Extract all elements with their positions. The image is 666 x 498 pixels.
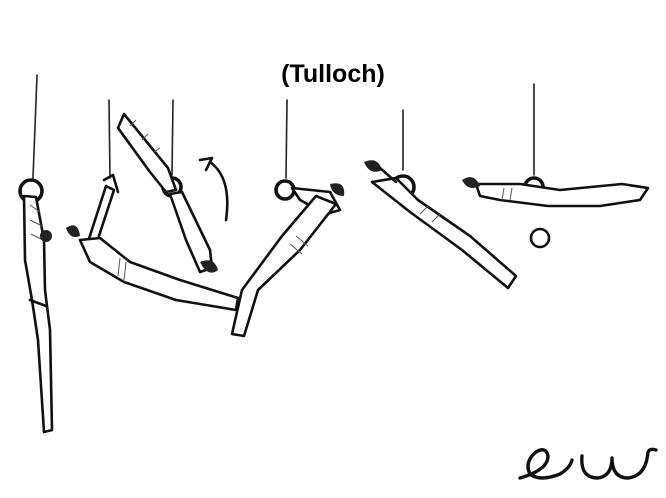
arm-5 xyxy=(378,166,398,184)
figure-4-swing-down xyxy=(230,99,345,338)
diagram-title: (Tulloch) xyxy=(281,60,385,88)
figure-6-horizontal xyxy=(462,83,650,249)
figure-5-extend xyxy=(364,109,518,290)
figure-1-hang xyxy=(18,74,54,434)
figure-3-pike xyxy=(116,99,229,274)
legs-3-hatch xyxy=(129,119,161,153)
hip-1 xyxy=(28,298,48,308)
body-2 xyxy=(78,236,240,312)
torso-3 xyxy=(168,190,214,274)
rotation-arrow-3 xyxy=(208,160,229,222)
signature-mark xyxy=(518,447,658,480)
body-2-hatch xyxy=(117,257,127,281)
rope-4 xyxy=(285,99,288,179)
body-4 xyxy=(230,194,338,338)
head-3 xyxy=(200,260,218,273)
body-6 xyxy=(474,182,650,208)
signature-stroke xyxy=(518,447,658,480)
rope-1 xyxy=(32,74,38,179)
head-2 xyxy=(66,225,80,237)
head-5 xyxy=(364,160,382,172)
head-6 xyxy=(462,177,480,188)
body-4-hatch xyxy=(289,235,309,255)
body-6-hatch xyxy=(501,187,513,201)
head-1 xyxy=(40,230,52,242)
rotation-arrowhead-3 xyxy=(198,156,214,172)
ring-2 xyxy=(102,173,120,194)
ring-4 xyxy=(274,179,296,201)
legs-3 xyxy=(116,112,178,194)
figure-2-swing xyxy=(66,99,240,312)
head-4 xyxy=(330,183,345,196)
ball xyxy=(529,227,551,249)
body-5-hatch xyxy=(419,205,441,223)
body-5 xyxy=(370,176,518,290)
rope-2 xyxy=(108,99,111,179)
rope-3 xyxy=(171,99,174,176)
